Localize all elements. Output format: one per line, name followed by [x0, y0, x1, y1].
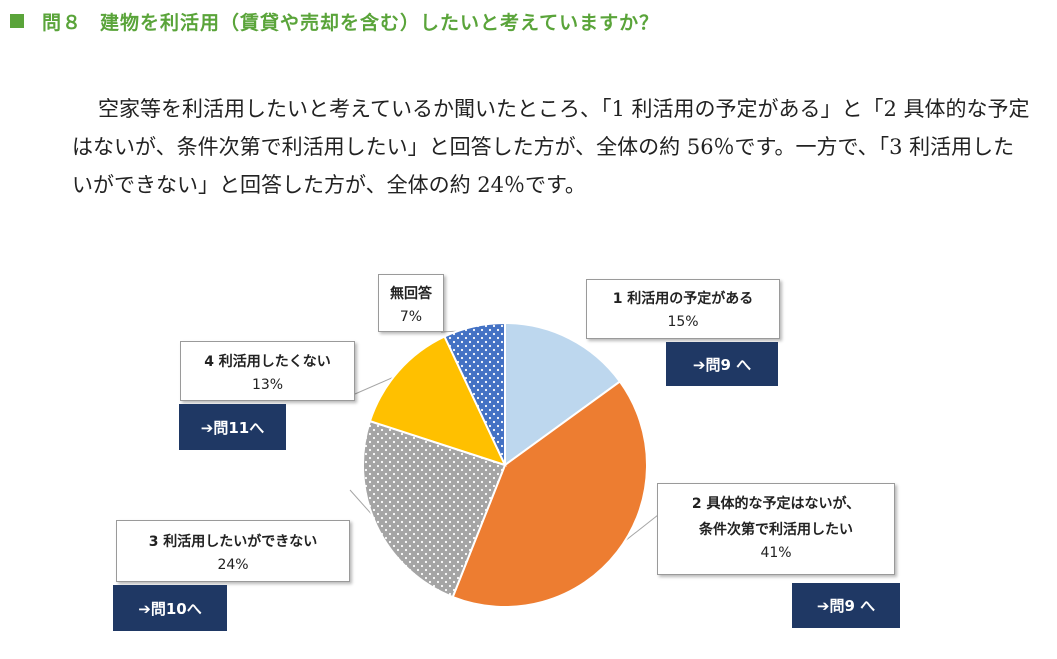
label-slice-4: 4 利活用したくない 13% [180, 341, 355, 401]
label-slice-1: 1 利活用の予定がある 15% [586, 279, 780, 339]
label-slice-3: 3 利活用したいができない 24% [116, 520, 350, 582]
goto-q10-button[interactable]: ➔問10へ [113, 585, 227, 631]
heading-square-icon [10, 14, 24, 28]
description-paragraph: 空家等を利活用したいと考えているか聞いたところ、「1 利活用の予定がある」と「2… [72, 90, 1032, 204]
label-slice-4-category: 4 利活用したくない [204, 354, 331, 370]
label-slice-1-category: 1 利活用の予定がある [612, 291, 754, 307]
label-slice-5: 無回答 7% [378, 274, 444, 332]
pie-slice-2 [451, 380, 649, 608]
label-slice-2-category-line1: 2 具体的な予定はないが、 [691, 496, 861, 512]
label-slice-5-percent: 7% [399, 309, 423, 325]
goto-q9-button-2[interactable]: ➔問9 へ [792, 583, 900, 628]
label-slice-2-percent: 41% [760, 545, 792, 561]
label-slice-2-category-line2: 条件次第で利活用したい [699, 522, 853, 538]
pie-slice-3 [362, 419, 507, 599]
pie-slice-4 [368, 335, 507, 467]
question-number: 問８ [42, 12, 83, 34]
label-slice-1-percent: 15% [667, 314, 699, 330]
pie-slice-1 [504, 321, 622, 467]
label-slice-4-percent: 13% [251, 377, 284, 393]
pie-slice-5 [443, 321, 506, 466]
label-slice-3-category: 3 利活用したいができない [148, 534, 318, 550]
question-heading: 問８ 建物を利活用（賃貸や売却を含む）したいと考えていますか？ [10, 8, 659, 35]
label-slice-3-percent: 24% [217, 557, 249, 573]
description-text: 空家等を利活用したいと考えているか聞いたところ、「1 利活用の予定がある」と「2… [72, 97, 1030, 197]
goto-q11-button[interactable]: ➔問11へ [179, 404, 286, 450]
question-title: 建物を利活用（賃貸や売却を含む）したいと考えていますか？ [100, 12, 660, 34]
label-slice-2: 2 具体的な予定はないが、 条件次第で利活用したい 41% [657, 483, 895, 575]
label-slice-5-category: 無回答 [390, 286, 432, 302]
goto-q9-button-1[interactable]: ➔問9 へ [666, 342, 778, 386]
